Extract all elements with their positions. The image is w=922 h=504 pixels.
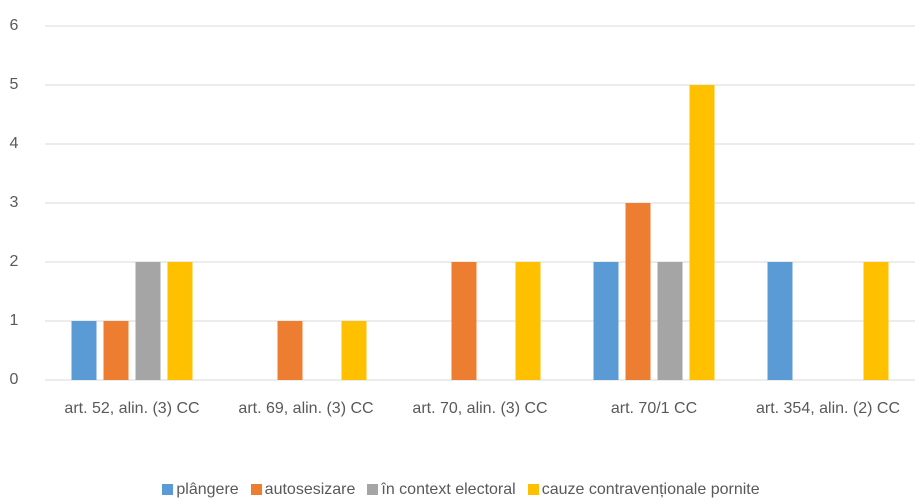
bar	[657, 262, 683, 380]
legend-item: plângere	[162, 481, 239, 499]
bar	[135, 262, 161, 380]
legend-swatch	[527, 484, 539, 495]
bar	[593, 262, 619, 380]
legend-item: autosesizare	[250, 481, 356, 499]
bar	[767, 262, 793, 380]
legend-label: autosesizare	[264, 481, 356, 498]
bar	[863, 262, 889, 380]
y-tick-label: 1	[10, 312, 19, 329]
bar	[341, 321, 367, 380]
x-tick-label: art. 52, alin. (3) CC	[64, 400, 200, 417]
y-tick-label: 5	[10, 76, 19, 93]
bar	[167, 262, 193, 380]
y-tick-label: 2	[10, 253, 19, 270]
legend-item: în context electoral	[367, 481, 516, 499]
bar	[625, 203, 651, 380]
legend-swatch	[367, 484, 379, 495]
bar	[277, 321, 303, 380]
bar	[71, 321, 97, 380]
bar	[103, 321, 129, 380]
x-tick-label: art. 69, alin. (3) CC	[238, 400, 374, 417]
y-tick-label: 0	[10, 371, 19, 388]
y-tick-label: 4	[10, 135, 19, 152]
legend-label: cauze contravenționale pornite	[541, 481, 760, 498]
bar	[689, 85, 715, 380]
legend-label: în context electoral	[381, 481, 516, 498]
legend-swatch	[162, 484, 174, 495]
x-tick-label: art. 70/1 CC	[610, 400, 698, 417]
x-tick-label: art. 354, alin. (2) CC	[755, 400, 901, 417]
y-tick-label: 6	[10, 17, 19, 34]
legend-label: plângere	[176, 481, 239, 498]
legend-item: cauze contravenționale pornite	[527, 481, 760, 499]
y-tick-label: 3	[10, 194, 19, 211]
bar	[451, 262, 477, 380]
x-tick-label: art. 70, alin. (3) CC	[412, 400, 548, 417]
legend: plângere autosesizare în context electoral…	[0, 481, 922, 499]
bar	[515, 262, 541, 380]
legend-swatch	[250, 484, 262, 495]
